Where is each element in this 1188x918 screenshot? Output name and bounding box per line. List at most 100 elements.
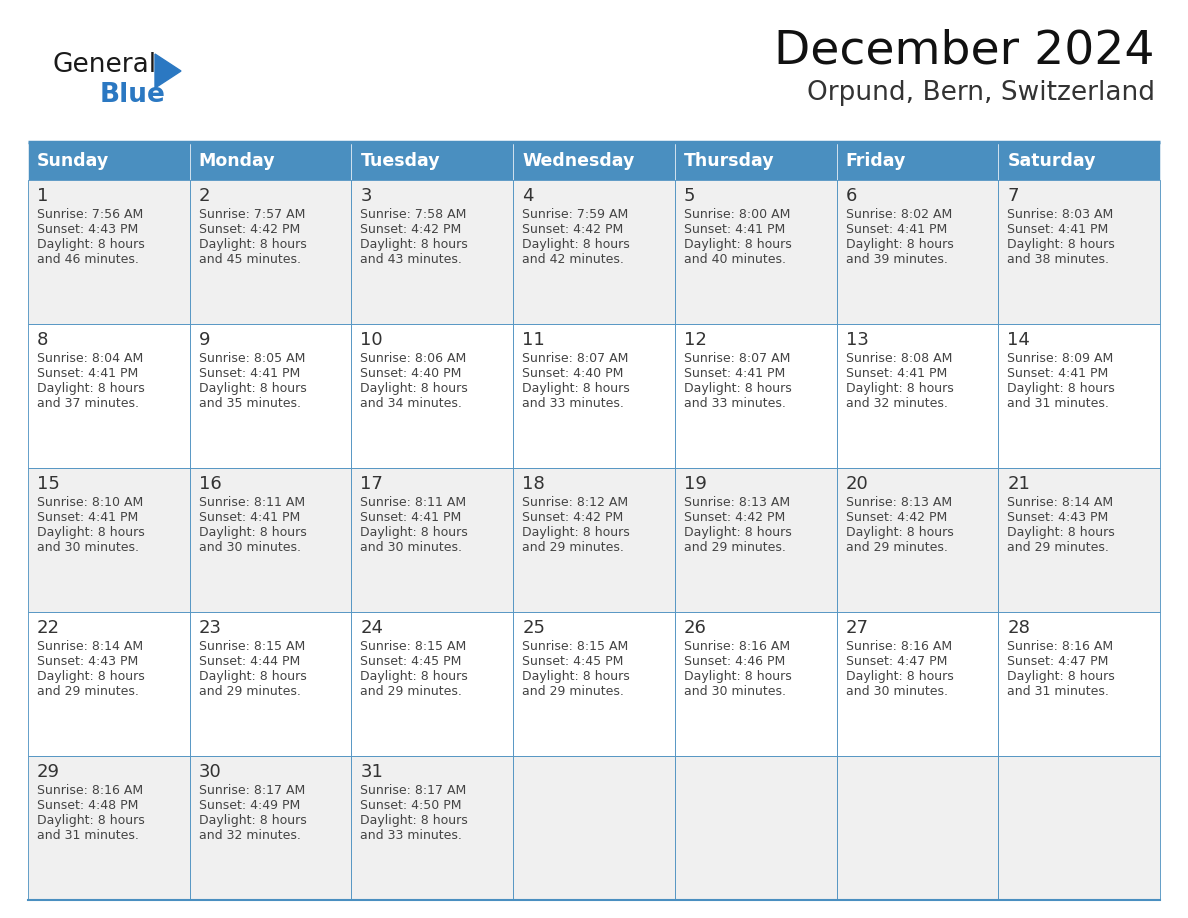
Bar	[29, 612, 190, 756]
Bar	[675, 756, 836, 900]
Text: Thursday: Thursday	[684, 152, 775, 170]
Text: Saturday: Saturday	[1007, 152, 1095, 170]
Text: Daylight: 8 hours: Daylight: 8 hours	[684, 238, 791, 251]
Text: Daylight: 8 hours: Daylight: 8 hours	[1007, 670, 1116, 683]
Bar	[352, 142, 513, 180]
Bar	[998, 324, 1159, 468]
Bar	[352, 180, 513, 324]
Text: Sunrise: 8:09 AM: Sunrise: 8:09 AM	[1007, 352, 1113, 365]
Text: and 30 minutes.: and 30 minutes.	[37, 541, 139, 554]
Text: Daylight: 8 hours: Daylight: 8 hours	[523, 526, 630, 539]
Text: Sunrise: 8:04 AM: Sunrise: 8:04 AM	[37, 352, 144, 365]
Bar	[190, 142, 352, 180]
Text: Sunset: 4:41 PM: Sunset: 4:41 PM	[37, 367, 138, 380]
Text: 28: 28	[1007, 619, 1030, 637]
Bar	[836, 324, 998, 468]
Text: Sunrise: 8:17 AM: Sunrise: 8:17 AM	[360, 784, 467, 797]
Bar	[675, 468, 836, 612]
Text: Daylight: 8 hours: Daylight: 8 hours	[684, 670, 791, 683]
Text: 1: 1	[37, 187, 49, 205]
Text: Sunset: 4:41 PM: Sunset: 4:41 PM	[846, 367, 947, 380]
Text: Daylight: 8 hours: Daylight: 8 hours	[684, 526, 791, 539]
Text: and 30 minutes.: and 30 minutes.	[846, 685, 948, 698]
Text: and 29 minutes.: and 29 minutes.	[523, 685, 624, 698]
Text: Daylight: 8 hours: Daylight: 8 hours	[198, 670, 307, 683]
Bar	[998, 180, 1159, 324]
Text: Sunday: Sunday	[37, 152, 109, 170]
Text: 12: 12	[684, 331, 707, 349]
Text: Daylight: 8 hours: Daylight: 8 hours	[523, 382, 630, 395]
Text: Wednesday: Wednesday	[523, 152, 634, 170]
Bar	[836, 180, 998, 324]
Bar	[190, 468, 352, 612]
Text: Sunrise: 8:13 AM: Sunrise: 8:13 AM	[846, 496, 952, 509]
Bar	[675, 180, 836, 324]
Text: Sunset: 4:41 PM: Sunset: 4:41 PM	[684, 223, 785, 236]
Text: and 35 minutes.: and 35 minutes.	[198, 397, 301, 410]
Text: Sunset: 4:41 PM: Sunset: 4:41 PM	[684, 367, 785, 380]
Text: Daylight: 8 hours: Daylight: 8 hours	[37, 814, 145, 827]
Bar	[998, 612, 1159, 756]
Text: Sunset: 4:42 PM: Sunset: 4:42 PM	[523, 511, 624, 524]
Bar	[352, 324, 513, 468]
Text: Daylight: 8 hours: Daylight: 8 hours	[360, 238, 468, 251]
Text: and 40 minutes.: and 40 minutes.	[684, 253, 785, 266]
Text: 30: 30	[198, 763, 221, 781]
Text: 29: 29	[37, 763, 61, 781]
Text: Sunrise: 8:03 AM: Sunrise: 8:03 AM	[1007, 208, 1113, 221]
Text: 7: 7	[1007, 187, 1019, 205]
Text: Friday: Friday	[846, 152, 906, 170]
Text: Sunrise: 8:12 AM: Sunrise: 8:12 AM	[523, 496, 628, 509]
Polygon shape	[154, 54, 181, 88]
Text: 31: 31	[360, 763, 384, 781]
Bar	[513, 468, 675, 612]
Text: 10: 10	[360, 331, 383, 349]
Text: Sunrise: 8:14 AM: Sunrise: 8:14 AM	[1007, 496, 1113, 509]
Text: Sunrise: 8:15 AM: Sunrise: 8:15 AM	[360, 640, 467, 653]
Text: Daylight: 8 hours: Daylight: 8 hours	[198, 382, 307, 395]
Text: Daylight: 8 hours: Daylight: 8 hours	[360, 526, 468, 539]
Text: and 30 minutes.: and 30 minutes.	[198, 541, 301, 554]
Text: 2: 2	[198, 187, 210, 205]
Text: 9: 9	[198, 331, 210, 349]
Text: and 45 minutes.: and 45 minutes.	[198, 253, 301, 266]
Text: Sunset: 4:45 PM: Sunset: 4:45 PM	[523, 655, 624, 668]
Text: Sunrise: 7:59 AM: Sunrise: 7:59 AM	[523, 208, 628, 221]
Text: Daylight: 8 hours: Daylight: 8 hours	[360, 670, 468, 683]
Text: Sunset: 4:45 PM: Sunset: 4:45 PM	[360, 655, 462, 668]
Text: Daylight: 8 hours: Daylight: 8 hours	[1007, 382, 1116, 395]
Text: Sunset: 4:42 PM: Sunset: 4:42 PM	[846, 511, 947, 524]
Bar	[513, 142, 675, 180]
Text: and 32 minutes.: and 32 minutes.	[846, 397, 948, 410]
Text: Daylight: 8 hours: Daylight: 8 hours	[37, 238, 145, 251]
Text: Sunset: 4:43 PM: Sunset: 4:43 PM	[37, 223, 138, 236]
Text: Sunrise: 7:58 AM: Sunrise: 7:58 AM	[360, 208, 467, 221]
Bar	[29, 468, 190, 612]
Bar	[998, 468, 1159, 612]
Text: 19: 19	[684, 475, 707, 493]
Text: 4: 4	[523, 187, 533, 205]
Text: 17: 17	[360, 475, 384, 493]
Text: and 29 minutes.: and 29 minutes.	[360, 685, 462, 698]
Text: and 29 minutes.: and 29 minutes.	[684, 541, 785, 554]
Text: Sunset: 4:49 PM: Sunset: 4:49 PM	[198, 799, 299, 812]
Text: Sunrise: 8:16 AM: Sunrise: 8:16 AM	[846, 640, 952, 653]
Text: Sunset: 4:42 PM: Sunset: 4:42 PM	[523, 223, 624, 236]
Bar	[190, 324, 352, 468]
Text: and 29 minutes.: and 29 minutes.	[1007, 541, 1110, 554]
Text: Sunrise: 8:10 AM: Sunrise: 8:10 AM	[37, 496, 144, 509]
Text: and 38 minutes.: and 38 minutes.	[1007, 253, 1110, 266]
Bar	[998, 756, 1159, 900]
Text: and 39 minutes.: and 39 minutes.	[846, 253, 948, 266]
Text: 15: 15	[37, 475, 59, 493]
Text: and 33 minutes.: and 33 minutes.	[360, 829, 462, 842]
Bar	[513, 756, 675, 900]
Text: and 31 minutes.: and 31 minutes.	[37, 829, 139, 842]
Text: 18: 18	[523, 475, 545, 493]
Text: Daylight: 8 hours: Daylight: 8 hours	[37, 526, 145, 539]
Text: Sunrise: 8:07 AM: Sunrise: 8:07 AM	[684, 352, 790, 365]
Text: and 31 minutes.: and 31 minutes.	[1007, 397, 1110, 410]
Text: and 42 minutes.: and 42 minutes.	[523, 253, 624, 266]
Text: Sunrise: 8:17 AM: Sunrise: 8:17 AM	[198, 784, 305, 797]
Text: Tuesday: Tuesday	[360, 152, 440, 170]
